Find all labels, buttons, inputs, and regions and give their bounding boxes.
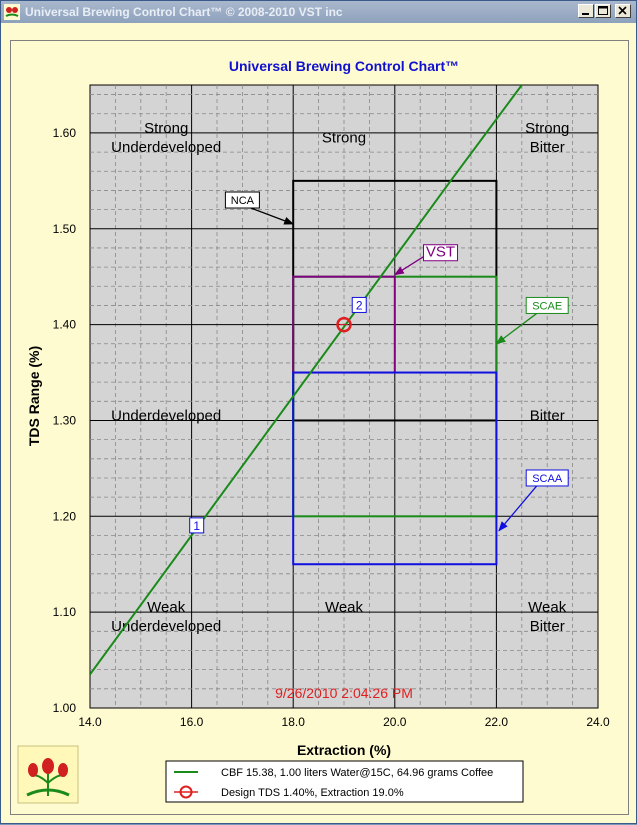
- x-tick-label: 14.0: [78, 715, 102, 729]
- vst-logo-icon: [17, 745, 79, 804]
- region-label-line: Bitter: [530, 618, 565, 635]
- title-bar[interactable]: Universal Brewing Control Chart™ © 2008-…: [1, 1, 636, 23]
- minimize-icon: [582, 13, 589, 15]
- y-tick-label: 1.50: [53, 222, 77, 236]
- region-label: Weak: [325, 599, 364, 616]
- region-label-line: Weak: [147, 599, 186, 616]
- window-title: Universal Brewing Control Chart™ © 2008-…: [25, 5, 343, 19]
- y-tick-label: 1.30: [53, 413, 77, 427]
- timestamp-label: 9/26/2010 2:04:26 PM: [275, 685, 413, 701]
- region-label-line: Weak: [528, 599, 567, 616]
- x-tick-label: 24.0: [586, 715, 610, 729]
- y-tick-label: 1.00: [53, 701, 77, 715]
- region-label: Weak Bitter: [528, 599, 567, 635]
- grid-lines: [90, 85, 598, 708]
- y-tick-label: 1.60: [53, 126, 77, 140]
- callout-arrow-nca: [250, 207, 295, 225]
- region-label: Weak Underdeveloped: [111, 599, 221, 635]
- region-labels: Strong Underdeveloped Strong Strong Bitter Un…: [111, 120, 569, 635]
- legend: CBF 15.38, 1.00 liters Water@15C, 64.96 …: [165, 760, 524, 803]
- brew-line: [90, 85, 523, 676]
- region-label: Bitter: [530, 407, 565, 424]
- callout-box-scae: [525, 296, 569, 314]
- callout-arrow-vst: [393, 256, 424, 276]
- x-axis-label: Extraction (%): [297, 742, 391, 758]
- y-tick-label: 1.40: [53, 318, 77, 332]
- zone-scaa: [292, 371, 498, 566]
- zone-callouts: NCA VST SCAE SCAA: [224, 191, 569, 532]
- callout-box-nca: [224, 191, 260, 209]
- close-button[interactable]: [615, 4, 631, 18]
- point-marker-box: [189, 517, 205, 534]
- region-label: Strong: [322, 130, 366, 147]
- maximize-icon: [598, 6, 608, 15]
- x-tick-label: 22.0: [485, 715, 509, 729]
- callout-arrow-scaa: [498, 485, 538, 532]
- legend-design-label: Design TDS 1.40%, Extraction 19.0%: [221, 787, 404, 799]
- callout-label-vst: VST: [426, 244, 455, 261]
- region-label-line: Strong: [322, 130, 366, 147]
- region-label-line: Underdeveloped: [111, 139, 221, 156]
- y-tick-labels: 1.00 1.10 1.20 1.30 1.40 1.50 1.60: [53, 126, 77, 715]
- callout-box-vst: [423, 244, 459, 262]
- region-label-line: Bitter: [530, 407, 565, 424]
- callout-label-scae: SCAE: [532, 300, 562, 312]
- legend-brew-label: CBF 15.38, 1.00 liters Water@15C, 64.96 …: [221, 767, 493, 779]
- region-label-line: Weak: [325, 599, 364, 616]
- minimize-button[interactable]: [578, 4, 594, 18]
- zone-boxes: [292, 179, 498, 566]
- region-label-line: Bitter: [530, 139, 565, 156]
- y-tick-label: 1.20: [53, 509, 77, 523]
- y-tick-label: 1.10: [53, 605, 77, 619]
- callout-arrow-scae: [495, 312, 538, 345]
- x-tick-labels: 14.0 16.0 18.0 20.0 22.0 24.0: [78, 715, 610, 729]
- design-point-marker: [336, 316, 352, 333]
- region-label-line: Strong: [525, 120, 569, 137]
- region-label: Underdeveloped: [111, 407, 221, 424]
- legend-design-swatch-marker: [179, 785, 193, 799]
- callout-box-scaa: [525, 469, 569, 487]
- brew-line-layer: [90, 85, 523, 676]
- point-marker-label: 2: [356, 298, 363, 312]
- y-axis-label: TDS Range (%): [26, 346, 42, 446]
- x-tick-label: 18.0: [282, 715, 306, 729]
- chart-title: Universal Brewing Control Chart™: [229, 58, 459, 74]
- region-label-line: Underdeveloped: [111, 407, 221, 424]
- close-icon: [618, 6, 627, 15]
- point-marker-label: 1: [193, 519, 200, 533]
- x-tick-label: 20.0: [383, 715, 407, 729]
- chart-frame: [10, 40, 629, 815]
- x-tick-label: 16.0: [180, 715, 204, 729]
- region-label: Strong Bitter: [525, 120, 569, 156]
- point-marker-box: [351, 296, 367, 313]
- region-label-line: Strong: [144, 120, 188, 137]
- app-logo-icon: [4, 4, 20, 20]
- callout-label-scaa: SCAA: [532, 473, 563, 485]
- maximize-button[interactable]: [595, 4, 611, 18]
- point-markers: 12: [189, 296, 367, 534]
- callout-label-nca: NCA: [231, 195, 255, 207]
- region-label: Strong Underdeveloped: [111, 120, 221, 156]
- region-label-line: Underdeveloped: [111, 618, 221, 635]
